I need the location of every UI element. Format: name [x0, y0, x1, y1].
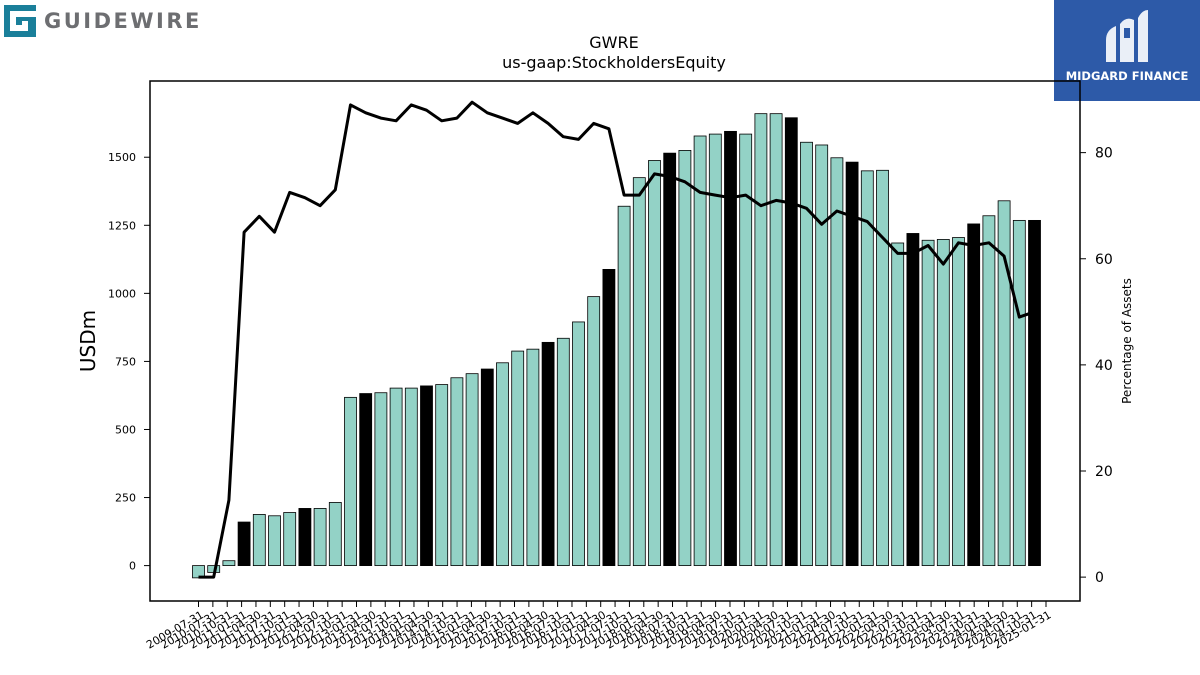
bar [845, 161, 859, 567]
y2-tick-label: 40 [1095, 358, 1113, 374]
bar [252, 514, 266, 567]
y-tick-label: 250 [115, 492, 136, 505]
guidewire-wordmark: GUIDEWIRE [44, 9, 202, 33]
bar [283, 512, 297, 567]
y2-tick-label: 60 [1095, 252, 1113, 268]
y-tick-label: 1000 [108, 287, 136, 300]
bar [632, 177, 646, 567]
bar [693, 135, 707, 567]
midgard-finance-logo-icon [1106, 10, 1148, 63]
bar [450, 377, 464, 567]
chart-subtitle: us-gaap:StockholdersEquity [502, 53, 726, 72]
guidewire-g-logo-icon [4, 5, 36, 37]
bar [648, 160, 661, 567]
bar [572, 321, 585, 567]
bar [997, 200, 1011, 567]
bar [815, 144, 829, 567]
y-tick-label: 750 [115, 355, 136, 368]
bar [389, 387, 403, 567]
bar [754, 113, 768, 567]
bar-series [192, 113, 1041, 579]
bar [769, 113, 783, 567]
bar [435, 384, 449, 567]
y-tick-label: 1250 [108, 219, 136, 232]
bar [313, 508, 327, 567]
bar [465, 373, 479, 567]
right-axis-ticks: 0 20 40 60 80 [1080, 146, 1113, 586]
y2-tick-label: 0 [1095, 570, 1104, 586]
guidewire-logo: GUIDEWIRE [4, 4, 202, 38]
bar [876, 169, 889, 567]
bar [617, 205, 631, 567]
bar [268, 515, 281, 567]
bar [298, 508, 312, 567]
bar [800, 141, 813, 567]
bar [237, 521, 251, 567]
bar [1028, 219, 1041, 567]
bar [359, 393, 373, 567]
y2-tick-label: 20 [1095, 464, 1113, 480]
bar [1012, 219, 1026, 567]
bar [708, 133, 722, 567]
bar [602, 268, 616, 567]
bar [678, 150, 692, 567]
bar [587, 296, 601, 567]
left-axis-ticks: 0 250 500 750 1000 1250 1500 [108, 151, 150, 573]
bar [860, 170, 874, 567]
bar [784, 117, 798, 567]
bar [936, 239, 950, 567]
bar [374, 392, 388, 567]
bar [724, 130, 737, 567]
bar [952, 237, 965, 567]
bar [739, 133, 753, 567]
bar [830, 157, 844, 567]
x-axis-ticks: 2009-07-312010-07-312010-10-312011-01-31… [144, 601, 1054, 652]
bar [541, 341, 555, 567]
y-tick-label: 0 [129, 560, 136, 573]
bar [496, 362, 509, 567]
bar [906, 233, 920, 567]
bar [511, 350, 525, 567]
bar [222, 560, 236, 567]
bar [480, 368, 494, 567]
bar [344, 396, 357, 567]
y2-tick-label: 80 [1095, 146, 1113, 162]
bar [404, 387, 418, 567]
bar [982, 215, 996, 567]
y-tick-label: 1500 [108, 151, 136, 164]
bar [556, 337, 570, 567]
y-tick-label: 500 [115, 423, 136, 436]
midgard-finance-wordmark: MIDGARD FINANCE [1065, 69, 1189, 83]
y-axis-label: USDm [76, 310, 100, 372]
bar [891, 242, 905, 567]
bar [420, 385, 433, 567]
bar [526, 348, 540, 567]
bar [663, 152, 677, 567]
percentage-line [198, 100, 1035, 579]
chart-title: GWRE [589, 33, 638, 52]
y2-axis-label: Percentage of Assets [1120, 278, 1134, 404]
bar [328, 502, 342, 567]
bar [921, 239, 935, 567]
bar [967, 223, 981, 567]
midgard-finance-logo: MIDGARD FINANCE [1054, 0, 1200, 101]
